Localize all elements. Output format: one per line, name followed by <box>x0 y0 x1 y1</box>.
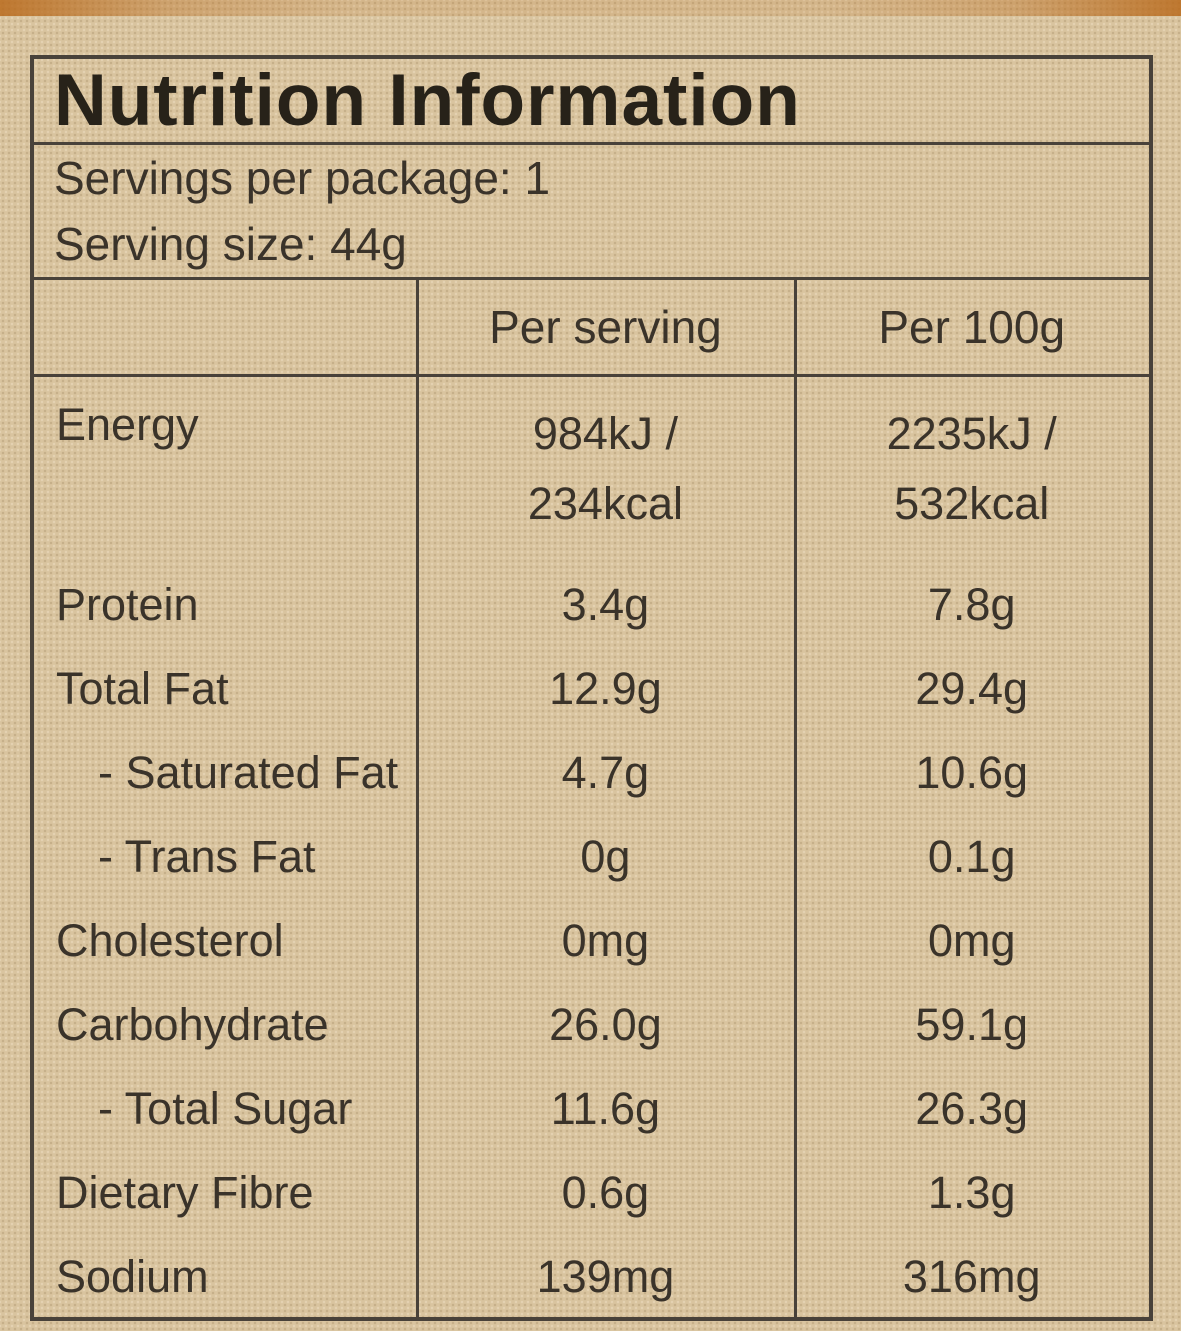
value-per-100g: 0mg <box>927 915 1016 967</box>
column-divider-1 <box>416 280 420 1319</box>
row-label: - Saturated Fat <box>98 747 399 798</box>
value-per-100g: 2235kJ / 532kcal <box>886 408 1057 529</box>
title-block: Nutrition Information <box>34 59 1149 145</box>
value-per-serving: 0.6g <box>561 1167 650 1219</box>
nutrition-label: Nutrition Information Servings per packa… <box>30 55 1153 1321</box>
table-row-carbohydrate: Carbohydrate 26.0g 59.1g <box>34 983 1149 1067</box>
servings-block: Servings per package: 1 Serving size: 44… <box>34 145 1149 277</box>
table-row-total-sugar: - Total Sugar 11.6g 26.3g <box>34 1067 1149 1151</box>
column-divider-2 <box>794 280 798 1319</box>
row-label: - Total Sugar <box>98 1083 353 1134</box>
table-row-trans-fat: - Trans Fat 0g 0.1g <box>34 815 1149 899</box>
row-label: Sodium <box>56 1251 209 1302</box>
table-row-energy: Energy 984kJ / 234kcal 2235kJ / 532kcal <box>34 387 1149 563</box>
row-label: Carbohydrate <box>56 999 329 1050</box>
table-row-cholesterol: Cholesterol 0mg 0mg <box>34 899 1149 983</box>
value-per-serving: 4.7g <box>561 747 650 799</box>
serving-size: Serving size: 44g <box>54 218 407 270</box>
row-label: Protein <box>56 579 199 630</box>
table-body: Energy 984kJ / 234kcal 2235kJ / 532kcal … <box>34 377 1149 1319</box>
value-per-100g: 10.6g <box>915 747 1029 799</box>
column-header-per-100g: Per 100g <box>878 301 1066 353</box>
value-per-100g: 7.8g <box>927 579 1016 631</box>
row-label: Total Fat <box>56 663 229 714</box>
value-per-100g: 59.1g <box>915 999 1029 1051</box>
table-row-saturated-fat: - Saturated Fat 4.7g 10.6g <box>34 731 1149 815</box>
value-per-serving: 3.4g <box>561 579 650 631</box>
value-per-100g: 26.3g <box>915 1083 1029 1135</box>
value-per-100g: 1.3g <box>927 1167 1016 1219</box>
value-per-serving: 139mg <box>536 1251 675 1303</box>
row-label: - Trans Fat <box>98 831 316 882</box>
table-row-dietary-fibre: Dietary Fibre 0.6g 1.3g <box>34 1151 1149 1235</box>
value-per-serving: 26.0g <box>549 999 662 1051</box>
nutrition-table: Per serving Per 100g Energy 984kJ / 234k… <box>34 277 1149 1319</box>
value-per-serving: 0g <box>580 831 631 883</box>
row-label: Cholesterol <box>56 915 284 966</box>
package-edge <box>0 0 1181 16</box>
value-per-100g: 29.4g <box>915 663 1029 715</box>
label-title: Nutrition Information <box>54 60 801 141</box>
table-row-total-fat: Total Fat 12.9g 29.4g <box>34 647 1149 731</box>
row-label: Dietary Fibre <box>56 1167 314 1218</box>
servings-per-package: Servings per package: 1 <box>54 152 551 204</box>
value-per-serving: 12.9g <box>549 663 662 715</box>
table-row-sodium: Sodium 139mg 316mg <box>34 1235 1149 1319</box>
value-per-serving: 984kJ / 234kcal <box>527 408 683 529</box>
table-row-protein: Protein 3.4g 7.8g <box>34 563 1149 647</box>
value-per-serving: 0mg <box>561 915 650 967</box>
column-header-per-serving: Per serving <box>489 301 722 353</box>
value-per-100g: 0.1g <box>927 831 1016 883</box>
value-per-100g: 316mg <box>902 1251 1041 1303</box>
value-per-serving: 11.6g <box>550 1083 661 1135</box>
table-header-row: Per serving Per 100g <box>34 280 1149 377</box>
row-label: Energy <box>56 399 199 450</box>
